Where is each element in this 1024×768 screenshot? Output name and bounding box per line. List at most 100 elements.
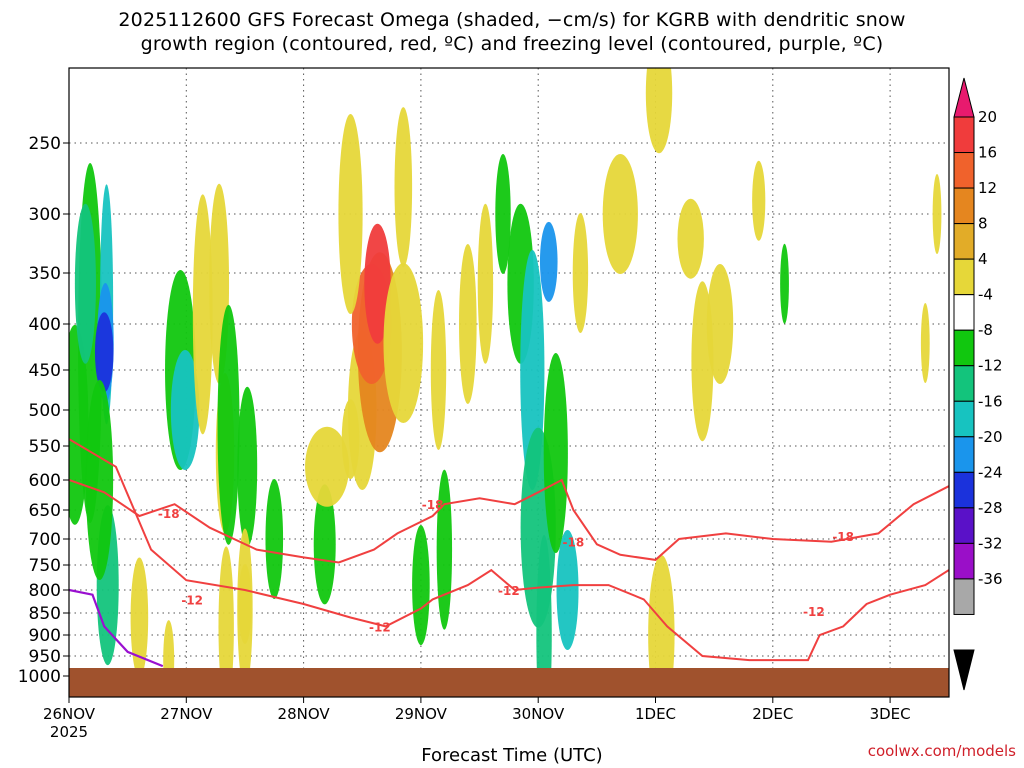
omega-shade-cell — [436, 469, 453, 630]
omega-shade-cell — [677, 198, 704, 279]
x-year-label: 2025 — [50, 723, 88, 741]
y-tick-label: 550 — [29, 437, 61, 457]
omega-shade-cell — [94, 312, 114, 393]
temperature-contours — [69, 438, 949, 668]
x-tick-label: 28NOV — [278, 705, 331, 723]
y-tick-label: 700 — [29, 530, 61, 550]
contour-line — [69, 438, 949, 662]
omega-shade-cell — [539, 221, 558, 302]
colorbar-swatch — [953, 400, 975, 438]
omega-shade-cell — [780, 243, 789, 324]
contour-label: -18 — [563, 536, 585, 550]
omega-shade-cell — [602, 154, 638, 274]
x-tick-label: 3DEC — [870, 705, 911, 723]
x-axis-label: Forecast Time (UTC) — [421, 745, 603, 766]
contour-label: -12 — [803, 605, 825, 619]
omega-shade-cell — [74, 203, 96, 364]
contour-line — [69, 478, 949, 564]
omega-shade-cell — [556, 530, 579, 650]
x-tick-label: 26NOV — [43, 705, 96, 723]
contour-labels: -18 -18 -18 -18 -12 -12 -12 -12 — [158, 498, 854, 634]
omega-shade-cell — [920, 303, 930, 384]
omega-shade-cell — [706, 264, 734, 384]
omega-shade-cell — [217, 304, 240, 545]
omega-shade-cell — [648, 555, 675, 697]
colorbar-swatch — [953, 542, 975, 580]
y-tick-label: 450 — [29, 361, 61, 381]
ground-surface — [69, 668, 949, 697]
y-tick-label: 500 — [29, 401, 61, 421]
y-tick-label: 850 — [29, 604, 61, 624]
omega-shade-cell — [130, 557, 149, 678]
colorbar-top-arrow — [953, 77, 975, 118]
colorbar-swatch — [953, 365, 975, 402]
omega-shade-cell — [645, 68, 673, 154]
omega-shade-cell — [430, 290, 447, 450]
colorbar-swatch — [953, 223, 975, 260]
colorbar-swatch — [953, 294, 975, 331]
y-tick-label: 350 — [29, 264, 61, 284]
omega-shade-cell — [364, 223, 391, 344]
colorbar-tick-label: 20 — [978, 108, 997, 126]
omega-shade-cell — [170, 350, 200, 470]
omega-shade-cell — [932, 174, 942, 254]
colorbar-tick-label: -24 — [978, 463, 1003, 481]
colorbar-swatch — [953, 578, 975, 615]
omega-shade-cell — [313, 484, 336, 605]
colorbar-tick-label: 8 — [978, 215, 988, 233]
contour-label: -12 — [181, 593, 203, 607]
omega-shade-cell — [192, 194, 213, 435]
omega-shade-cell — [477, 203, 494, 364]
y-tick-label: 950 — [29, 647, 61, 667]
colorbar-tick-label: -28 — [978, 499, 1003, 517]
colorbar-tick-label: 4 — [978, 250, 988, 268]
chart-title-line-2: growth region (contoured, red, ºC) and f… — [140, 33, 884, 55]
grid — [69, 68, 949, 697]
y-tick-label: 900 — [29, 626, 61, 646]
contour-label: -12 — [498, 584, 520, 598]
omega-shading — [69, 68, 942, 697]
colorbar-tick-label: -8 — [978, 321, 993, 339]
colorbar-tick-label: -16 — [978, 392, 1003, 410]
omega-shade-cell — [85, 380, 114, 580]
omega-shade-cell — [305, 426, 350, 507]
x-tick-label: 27NOV — [160, 705, 213, 723]
omega-shade-cell — [338, 114, 363, 314]
omega-shade-cell — [383, 263, 424, 424]
x-tick-label: 1DEC — [635, 705, 676, 723]
chart-title-line-1: 2025112600 GFS Forecast Omega (shaded, −… — [118, 9, 906, 31]
x-tick-label: 30NOV — [512, 705, 565, 723]
omega-shade-cell — [459, 244, 477, 404]
omega-shade-cell — [572, 213, 589, 333]
plot-frame — [68, 67, 950, 698]
colorbar-tick-label: -4 — [978, 286, 993, 304]
omega-shade-cell — [543, 353, 568, 554]
colorbar-tick-label: -32 — [978, 534, 1003, 552]
colorbar-swatch — [953, 116, 975, 154]
contour-line — [69, 588, 164, 668]
colorbar-swatch — [953, 471, 975, 509]
colorbar-swatch — [953, 436, 975, 473]
colorbar-tick-label: -36 — [978, 570, 1003, 588]
colorbar-tick-label: -20 — [978, 428, 1003, 446]
colorbar: 20 16 12 8 4 -4 -8 -12 -16 -20 -24 -28 -32 -36 — [953, 77, 1003, 691]
omega-shade-cell — [238, 563, 252, 644]
contour-label: -12 — [369, 620, 391, 634]
colorbar-swatch — [953, 152, 975, 189]
y-tick-label: 300 — [29, 205, 61, 225]
y-tick-label: 250 — [29, 134, 61, 154]
colorbar-swatch — [953, 258, 975, 296]
omega-shade-cell — [237, 386, 258, 547]
y-axis-ticks: 2503003504004505005506006507007508008509… — [18, 134, 69, 687]
colorbar-tick-label: 12 — [978, 179, 997, 197]
colorbar-tick-label: -12 — [978, 357, 1003, 375]
x-axis-ticks: 26NOV 27NOV 28NOV 29NOV 30NOV 1DEC 2DEC 3DEC 202… — [43, 697, 911, 741]
omega-shade-cell — [752, 160, 766, 241]
colorbar-bottom-arrow — [953, 649, 975, 691]
plot-area — [69, 68, 949, 697]
contour-label: -18 — [158, 507, 180, 521]
colorbar-swatch — [953, 187, 975, 225]
colorbar-tick-label: 16 — [978, 144, 997, 162]
y-tick-label: 400 — [29, 315, 61, 335]
